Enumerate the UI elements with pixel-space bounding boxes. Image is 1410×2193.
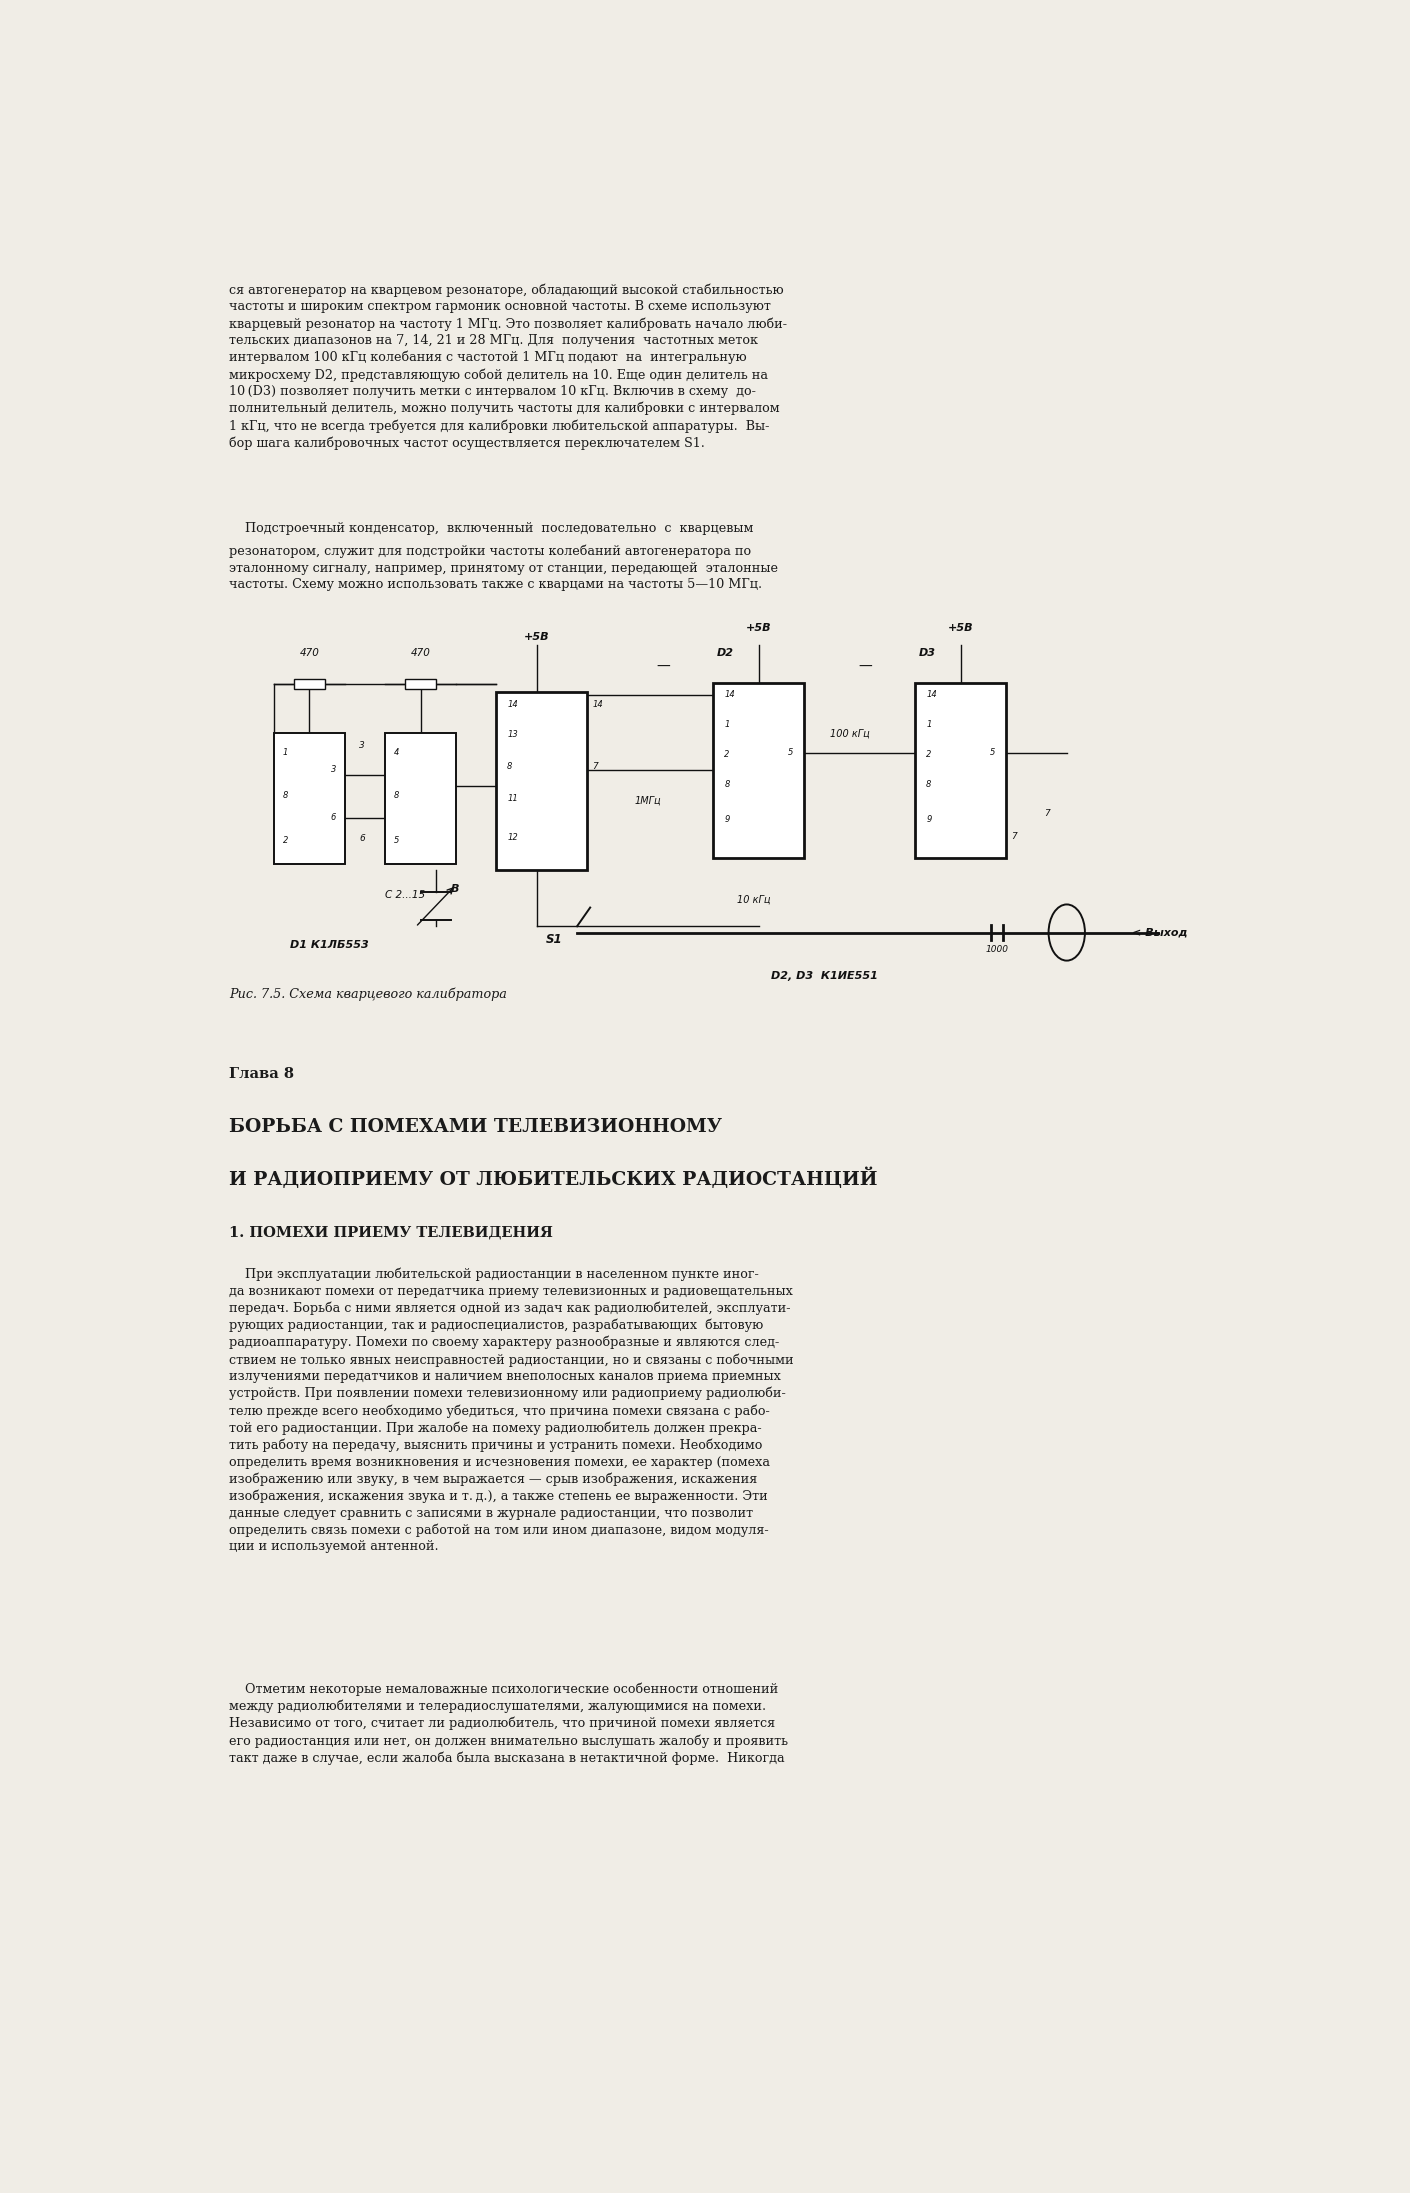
Text: 1МГц: 1МГц	[634, 796, 661, 805]
Text: 10 кГц: 10 кГц	[737, 895, 770, 904]
Text: 9: 9	[926, 814, 932, 825]
Text: 3: 3	[331, 765, 337, 774]
Text: БОРЬБА С ПОМЕХАМИ ТЕЛЕВИЗИОННОМУ: БОРЬБА С ПОМЕХАМИ ТЕЛЕВИЗИОННОМУ	[228, 1118, 722, 1136]
Text: 7: 7	[1011, 831, 1018, 842]
Text: 8: 8	[393, 792, 399, 800]
Text: 14: 14	[592, 700, 603, 708]
Text: 1000: 1000	[986, 945, 1008, 954]
Text: 6: 6	[331, 814, 337, 822]
Text: 14: 14	[725, 691, 735, 700]
Text: 5: 5	[393, 836, 399, 844]
Text: Подстроечный конденсатор,  включенный  последовательно  с  кварцевым: Подстроечный конденсатор, включенный пос…	[228, 522, 753, 535]
Bar	[713, 682, 804, 857]
Text: S1: S1	[546, 932, 563, 945]
Text: 9: 9	[725, 814, 729, 825]
Text: Рис. 7.5. Схема кварцевого калибратора: Рис. 7.5. Схема кварцевого калибратора	[228, 987, 506, 1002]
Text: 470: 470	[410, 647, 430, 658]
Text: И РАДИОПРИЕМУ ОТ ЛЮБИТЕЛЬСКИХ РАДИОСТАНЦИЙ: И РАДИОПРИЕМУ ОТ ЛЮБИТЕЛЬСКИХ РАДИОСТАНЦ…	[228, 1167, 877, 1189]
Text: 2: 2	[725, 750, 729, 759]
Text: 5: 5	[788, 748, 794, 757]
Text: Глава 8: Глава 8	[228, 1068, 293, 1081]
Text: D2, D3  К1ИЕ551: D2, D3 К1ИЕ551	[771, 971, 878, 980]
Text: +5B: +5B	[525, 632, 550, 643]
Text: 1: 1	[282, 748, 288, 757]
Text: 2: 2	[926, 750, 932, 759]
Bar	[274, 732, 345, 864]
Text: резонатором, служит для подстройки частоты колебаний автогенератора по
эталонном: резонатором, служит для подстройки часто…	[228, 544, 778, 592]
Text: 1. ПОМЕХИ ПРИЕМУ ТЕЛЕВИДЕНИЯ: 1. ПОМЕХИ ПРИЕМУ ТЕЛЕВИДЕНИЯ	[228, 1226, 553, 1239]
Text: D1 К1ЛБ553: D1 К1ЛБ553	[290, 941, 369, 950]
Bar	[496, 693, 587, 871]
Text: —: —	[656, 660, 670, 673]
Text: 100 кГц: 100 кГц	[830, 728, 870, 739]
Text: 4: 4	[393, 748, 399, 757]
Text: При эксплуатации любительской радиостанции в населенном пункте иног-
да возникаю: При эксплуатации любительской радиостанц…	[228, 1268, 794, 1553]
Text: 5: 5	[990, 748, 995, 757]
Text: D3: D3	[918, 647, 935, 658]
Text: +5B: +5B	[948, 623, 973, 632]
Text: < Выход: < Выход	[1132, 928, 1187, 939]
Text: В: В	[451, 884, 460, 895]
Text: +5B: +5B	[746, 623, 771, 632]
Text: 6: 6	[360, 833, 365, 844]
Text: 7: 7	[592, 763, 598, 772]
Text: 3: 3	[360, 741, 365, 750]
Text: 8: 8	[508, 763, 513, 772]
Text: 1: 1	[725, 719, 729, 728]
Text: 12: 12	[508, 833, 517, 842]
Bar	[405, 680, 437, 689]
Text: 13: 13	[508, 730, 517, 739]
Text: 7: 7	[1043, 809, 1049, 818]
Text: 8: 8	[282, 792, 288, 800]
Text: 11: 11	[508, 794, 517, 803]
Text: 1: 1	[926, 719, 932, 728]
Text: Отметим некоторые немаловажные психологические особенности отношений
между радио: Отметим некоторые немаловажные психологи…	[228, 1682, 788, 1765]
Bar	[385, 732, 455, 864]
Text: C 2...15: C 2...15	[385, 890, 426, 899]
Text: ся автогенератор на кварцевом резонаторе, обладающий высокой стабильностью
часто: ся автогенератор на кварцевом резонаторе…	[228, 283, 787, 450]
Bar	[915, 682, 1007, 857]
Text: 8: 8	[725, 779, 729, 789]
Text: 14: 14	[926, 691, 938, 700]
Bar	[293, 680, 326, 689]
Text: 470: 470	[299, 647, 320, 658]
Text: 8: 8	[926, 779, 932, 789]
Text: —: —	[857, 660, 871, 673]
Text: 14: 14	[508, 700, 517, 708]
Text: D2: D2	[716, 647, 733, 658]
Text: 2: 2	[282, 836, 288, 844]
